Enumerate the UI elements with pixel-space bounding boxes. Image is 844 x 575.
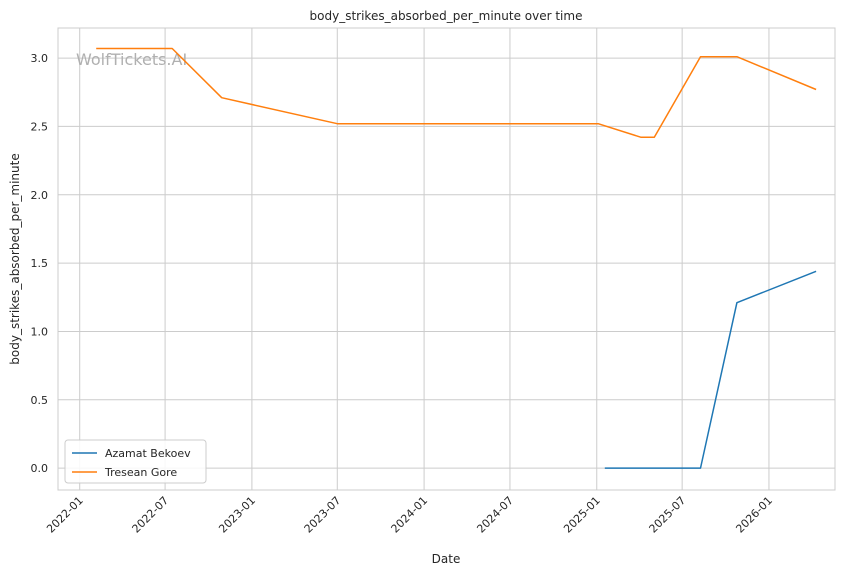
x-tick-label-2024-07: 2024-07 [474, 494, 516, 536]
x-tick-label-2022-07: 2022-07 [130, 494, 172, 536]
plot-area-frame [57, 27, 836, 491]
legend-label-tresean-gore: Tresean Gore [104, 466, 177, 479]
y-tick-label-2.5: 2.5 [31, 120, 49, 133]
grid [58, 28, 835, 490]
legend-box [64, 439, 207, 484]
y-axis-label: body_strikes_absorbed_per_minute [8, 153, 22, 364]
x-tick-label-2025-07: 2025-07 [647, 494, 689, 536]
series-line-azamat-bekoev [604, 270, 817, 469]
y-tick-label-2.0: 2.0 [31, 189, 49, 202]
y-tick-label-3.0: 3.0 [31, 52, 49, 65]
x-tick-label-2025-01: 2025-01 [561, 494, 603, 536]
x-tick-label-2023-01: 2023-01 [216, 494, 258, 536]
y-tick-label-0.0: 0.0 [31, 462, 49, 475]
x-tick-label-2024-01: 2024-01 [389, 494, 431, 536]
y-tick-labels: 0.0 0.5 1.0 1.5 2.0 2.5 3.0 [31, 52, 49, 475]
legend-label-azamat-bekoev: Azamat Bekoev [105, 447, 191, 460]
watermark: WolfTickets.AI [76, 50, 187, 69]
x-tick-label-2026-01: 2026-01 [733, 494, 775, 536]
y-tick-label-1.5: 1.5 [31, 257, 49, 270]
x-tick-label-2023-07: 2023-07 [302, 494, 344, 536]
series-line-tresean-gore [96, 47, 817, 139]
x-tick-label-2022-01: 2022-01 [44, 494, 86, 536]
x-tick-labels: 2022-01 2022-07 2023-01 2023-07 2024-01 2024-… [44, 494, 775, 536]
chart-title: body_strikes_absorbed_per_minute over ti… [310, 9, 583, 23]
y-tick-label-1.0: 1.0 [31, 325, 49, 338]
legend: Azamat Bekoev Tresean Gore [64, 439, 207, 484]
y-tick-label-0.5: 0.5 [31, 394, 49, 407]
x-axis-label: Date [432, 552, 461, 566]
series [96, 47, 817, 469]
